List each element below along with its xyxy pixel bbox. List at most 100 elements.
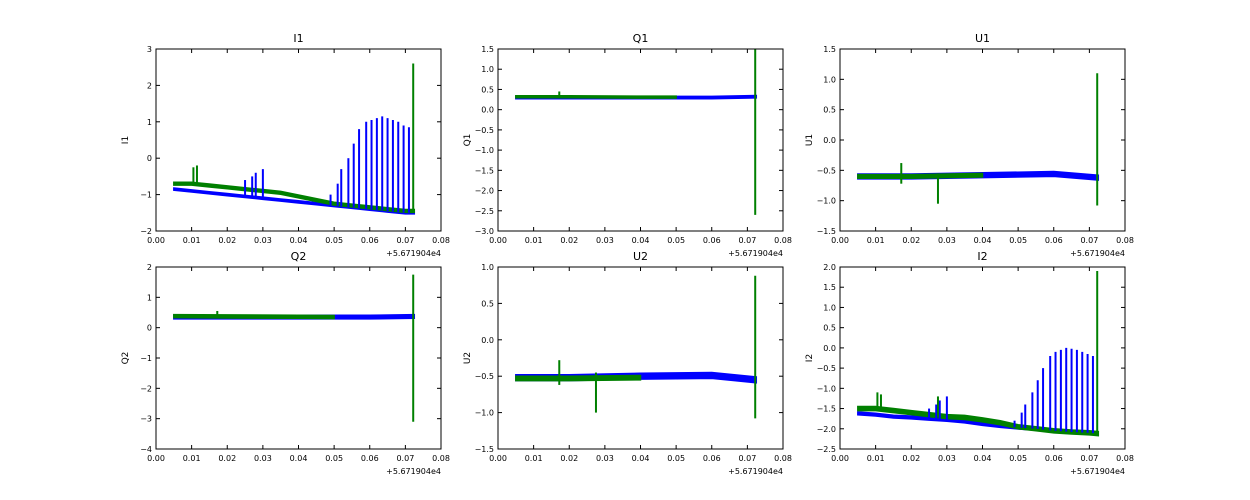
plot-area	[857, 271, 1100, 437]
subplot-title: Q1	[633, 32, 649, 45]
x-tick-label: 0.04	[290, 454, 308, 463]
y-tick-label: −1	[140, 354, 152, 363]
y-tick-label: 1	[147, 293, 152, 302]
subplot-i2: 0.00 0.01 0.02 0.03 0.04 0.05 0.06 0.07 0.08 −2.5…	[805, 250, 1134, 476]
x-tick-label: 0.01	[183, 454, 201, 463]
x-tick-label: 0.01	[525, 236, 543, 245]
series-band-1	[173, 313, 335, 320]
y-tick-label: 1.5	[481, 45, 494, 54]
y-tick-label: 1.0	[823, 303, 836, 312]
subplot-title: U1	[975, 32, 990, 45]
x-offset-label: +5.671904e4	[728, 467, 783, 476]
plot-area	[515, 275, 758, 419]
x-tick-label: 0.00	[489, 454, 507, 463]
y-tick-label: −0.5	[475, 372, 494, 381]
y-tick-label: 2.0	[823, 263, 836, 272]
x-tick-label: 0.03	[596, 236, 614, 245]
x-tick-label: 0.06	[1045, 454, 1063, 463]
x-tick-label: 0.07	[1080, 236, 1098, 245]
series-band-1	[857, 172, 984, 179]
y-tick-label: −2.5	[475, 207, 494, 216]
x-offset-label: +5.671904e4	[386, 249, 441, 258]
y-tick-label: −1.0	[475, 146, 494, 155]
x-tick-label: 0.05	[1009, 236, 1027, 245]
x-tick-label: 0.00	[831, 236, 849, 245]
y-tick-label: 1	[147, 118, 152, 127]
x-tick-label: 0.08	[774, 454, 792, 463]
x-tick-label: 0.02	[902, 236, 920, 245]
x-tick-label: 0.03	[254, 454, 272, 463]
y-axis-label: U1	[805, 134, 815, 146]
y-tick-label: −1.0	[475, 409, 494, 418]
x-tick-label: 0.03	[938, 454, 956, 463]
y-tick-label: 3	[147, 45, 152, 54]
y-tick-label: −0.5	[817, 364, 836, 373]
y-tick-label: −3	[140, 415, 152, 424]
x-tick-label: 0.01	[867, 236, 885, 245]
y-tick-label: 0.0	[823, 344, 836, 353]
plot-area	[857, 73, 1100, 206]
x-tick-label: 0.04	[632, 236, 650, 245]
subplot-q2: 0.00 0.01 0.02 0.03 0.04 0.05 0.06 0.07 0.08 −4 −3…	[121, 250, 450, 476]
y-tick-label: −0.5	[817, 166, 836, 175]
y-axis-label: U2	[463, 352, 473, 364]
y-tick-label: −2	[140, 227, 152, 236]
x-tick-label: 0.08	[774, 236, 792, 245]
x-tick-label: 0.04	[974, 236, 992, 245]
x-tick-label: 0.01	[183, 236, 201, 245]
x-tick-label: 0.02	[560, 236, 578, 245]
x-tick-label: 0.06	[361, 454, 379, 463]
y-tick-label: −1	[140, 191, 152, 200]
y-tick-label: 2	[147, 263, 152, 272]
subplot-title: U2	[633, 250, 648, 263]
y-tick-label: −0.5	[475, 126, 494, 135]
y-tick-label: −1.5	[475, 166, 494, 175]
y-tick-label: 0.5	[823, 106, 836, 115]
x-tick-label: 0.04	[290, 236, 308, 245]
plot-area	[515, 49, 758, 215]
y-tick-label: 0.5	[823, 324, 836, 333]
x-tick-label: 0.05	[325, 454, 343, 463]
subplot-q1: 0.00 0.01 0.02 0.03 0.04 0.05 0.06 0.07 0.08 −3.0…	[463, 32, 792, 258]
x-tick-label: 0.00	[831, 454, 849, 463]
subplot-title: I1	[293, 32, 303, 45]
x-tick-label: 0.03	[938, 236, 956, 245]
subplot-i1: 0.00 0.01 0.02 0.03 0.04 0.05 0.06 0.07 0.08 −2 −1…	[121, 32, 450, 258]
y-tick-label: −2.5	[817, 445, 836, 454]
plot-area	[173, 63, 416, 215]
y-tick-label: −1.0	[817, 197, 836, 206]
x-tick-label: 0.03	[254, 236, 272, 245]
x-tick-label: 0.06	[703, 454, 721, 463]
subplot-u2: 0.00 0.01 0.02 0.03 0.04 0.05 0.06 0.07 0.08 −1.5…	[463, 250, 792, 476]
subplot-title: I2	[977, 250, 987, 263]
y-tick-label: −2.0	[475, 187, 494, 196]
x-tick-label: 0.07	[396, 236, 414, 245]
subplot-title: Q2	[291, 250, 307, 263]
x-tick-label: 0.06	[1045, 236, 1063, 245]
y-tick-label: 2	[147, 81, 152, 90]
y-tick-label: −1.5	[475, 445, 494, 454]
y-axis-label: Q2	[121, 352, 131, 365]
x-tick-label: 0.00	[147, 454, 165, 463]
x-tick-label: 0.06	[361, 236, 379, 245]
y-tick-label: −3.0	[475, 227, 494, 236]
y-axis-label: Q1	[463, 134, 473, 147]
x-offset-label: +5.671904e4	[386, 467, 441, 476]
x-tick-label: 0.08	[432, 236, 450, 245]
y-tick-label: −4	[140, 445, 152, 454]
series-band-1	[515, 374, 642, 382]
x-tick-label: 0.08	[1116, 236, 1134, 245]
series-band-1	[857, 405, 1100, 437]
x-tick-label: 0.01	[867, 454, 885, 463]
series-band-1	[173, 181, 416, 214]
x-tick-label: 0.07	[738, 236, 756, 245]
x-tick-label: 0.02	[902, 454, 920, 463]
y-tick-label: 0.0	[823, 136, 836, 145]
y-tick-label: −2.0	[817, 425, 836, 434]
x-tick-label: 0.07	[1080, 454, 1098, 463]
y-tick-label: 0.0	[481, 336, 494, 345]
x-tick-label: 0.08	[1116, 454, 1134, 463]
y-tick-label: −2	[140, 384, 152, 393]
axes-frame	[497, 266, 784, 450]
